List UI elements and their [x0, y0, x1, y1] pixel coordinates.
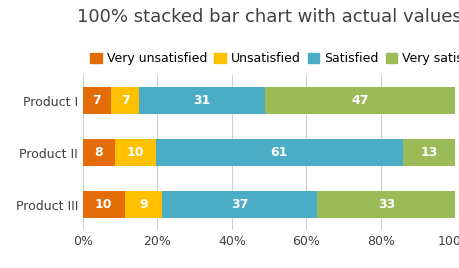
Bar [155, 139, 402, 166]
Bar [111, 87, 139, 114]
Text: 10: 10 [95, 198, 112, 211]
Bar [162, 191, 317, 218]
Text: 7: 7 [92, 94, 101, 107]
Bar [124, 191, 162, 218]
Bar [83, 87, 111, 114]
Text: 37: 37 [230, 198, 248, 211]
Title: 100% stacked bar chart with actual values: 100% stacked bar chart with actual value… [77, 8, 459, 26]
Text: 7: 7 [121, 94, 129, 107]
Bar [264, 87, 454, 114]
Text: 31: 31 [193, 94, 211, 107]
Bar [402, 139, 454, 166]
Text: 47: 47 [351, 94, 368, 107]
Bar [317, 191, 454, 218]
Legend: Very unsatisfied, Unsatisfied, Satisfied, Very satisfied: Very unsatisfied, Unsatisfied, Satisfied… [85, 47, 459, 70]
Bar [83, 139, 115, 166]
Text: 33: 33 [377, 198, 394, 211]
Text: 9: 9 [139, 198, 147, 211]
Bar [139, 87, 264, 114]
Text: 13: 13 [420, 146, 437, 159]
Bar [115, 139, 155, 166]
Text: 8: 8 [95, 146, 103, 159]
Bar [83, 191, 124, 218]
Text: 61: 61 [270, 146, 287, 159]
Text: 10: 10 [126, 146, 144, 159]
